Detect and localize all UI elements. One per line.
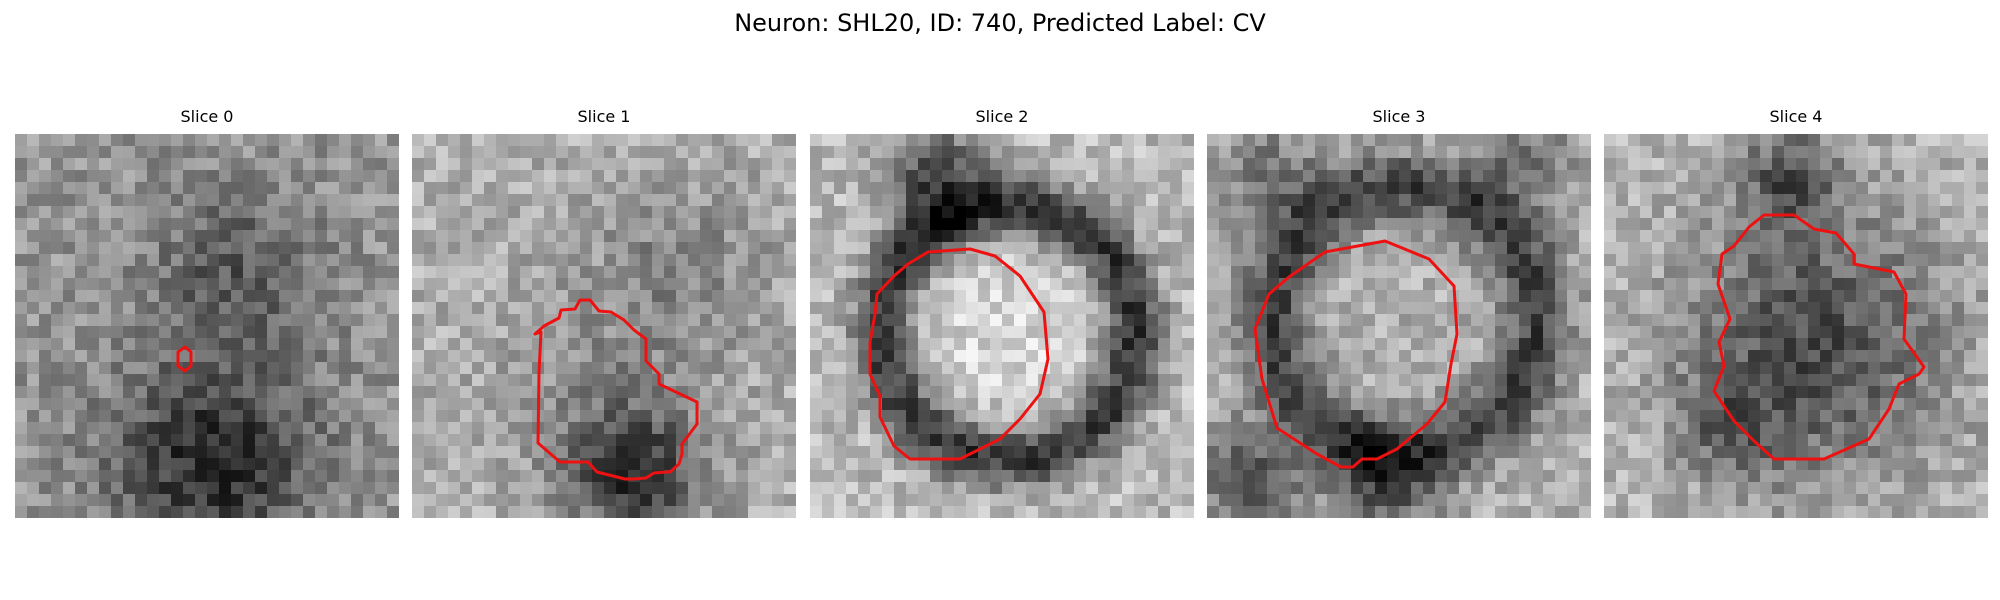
slice-image: [15, 134, 399, 518]
pixel-grid: [810, 134, 1194, 518]
slice-title: Slice 3: [1372, 107, 1426, 126]
slice-title: Slice 1: [577, 107, 631, 126]
slice-image: [810, 134, 1194, 518]
pixel-grid: [15, 134, 399, 518]
contour-outline: [533, 298, 699, 481]
slice-title: Slice 2: [975, 107, 1029, 126]
figure-title: Neuron: SHL20, ID: 740, Predicted Label:…: [734, 9, 1266, 37]
contour-outline: [868, 247, 1050, 461]
pixel-grid: [1604, 134, 1988, 518]
slice-image: [1207, 134, 1591, 518]
pixel-grid: [1207, 134, 1591, 518]
slice-title: Slice 4: [1769, 107, 1823, 126]
contour-outline: [1253, 239, 1459, 469]
contour-outline: [176, 345, 193, 373]
slice-image: [1604, 134, 1988, 518]
slice-image: [412, 134, 796, 518]
pixel-grid: [412, 134, 796, 518]
contour-outline: [1712, 213, 1926, 461]
slice-title: Slice 0: [180, 107, 234, 126]
